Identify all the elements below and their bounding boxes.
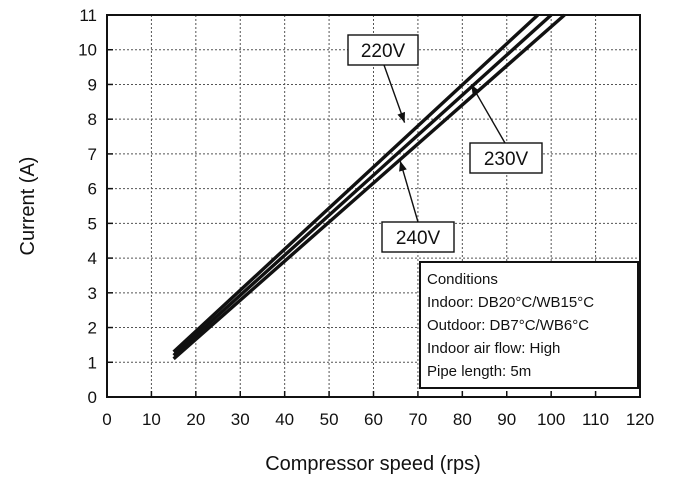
y-tick-label: 11 [79, 6, 97, 25]
callout-arrowhead-220V [397, 111, 405, 123]
x-axis-label: Compressor speed (rps) [265, 453, 481, 475]
conditions-line: Outdoor: DB7°C/WB6°C [427, 317, 589, 334]
x-tick-label: 120 [626, 410, 654, 429]
y-tick-label: 1 [88, 353, 97, 372]
callout-leader-220V [383, 64, 406, 123]
y-tick-label: 7 [88, 145, 97, 164]
callout-leader-240V [399, 160, 419, 223]
y-tick-label: 0 [88, 388, 97, 407]
x-tick-label: 100 [537, 410, 565, 429]
callout-label-240V: 240V [396, 228, 441, 249]
callout-arrowhead-240V [399, 160, 407, 172]
conditions-title: Conditions [427, 271, 498, 288]
x-tick-label: 20 [186, 410, 205, 429]
series-line-230V [172, 13, 553, 357]
x-tick-label: 0 [102, 410, 111, 429]
x-tick-label: 110 [582, 410, 609, 429]
x-tick-label: 90 [497, 410, 516, 429]
y-tick-label: 3 [88, 284, 97, 303]
x-tick-label: 30 [231, 410, 250, 429]
callout-leader-230V [470, 84, 506, 144]
series-lines [172, 13, 566, 361]
x-tick-label: 70 [408, 410, 427, 429]
callout-box-240V [381, 221, 455, 253]
y-tick-label: 9 [88, 75, 97, 94]
callout-label-230V: 230V [484, 149, 529, 170]
y-tick-label: 2 [88, 319, 97, 338]
x-tick-label: 10 [142, 410, 161, 429]
series-line-220V [172, 13, 539, 354]
conditions-line: Indoor: DB20°C/WB15°C [427, 294, 594, 311]
y-tick-label: 4 [88, 249, 97, 268]
callout-box-230V [469, 142, 543, 174]
callout-box-220V [347, 34, 419, 66]
y-tick-label: 10 [78, 41, 97, 60]
x-tick-label: 80 [453, 410, 472, 429]
conditions-box: Conditions Indoor: DB20°C/WB15°C Outdoor: … [419, 261, 639, 389]
conditions-frame [419, 261, 639, 389]
series-line-240V [172, 13, 566, 361]
y-tick-label: 6 [88, 180, 97, 199]
conditions-line: Indoor air flow: High [427, 340, 560, 357]
callout-arrowhead-230V [471, 84, 480, 96]
series-callouts: 220V 230V 240V [347, 34, 543, 253]
y-tick-label: 5 [88, 214, 97, 233]
conditions-line: Pipe length: 5m [427, 363, 531, 380]
y-tick-label: 8 [88, 110, 97, 129]
y-axis-ticks: 0 1 2 3 4 5 6 7 8 9 10 11 [78, 6, 113, 407]
callout-label-220V: 220V [361, 41, 406, 62]
y-axis-label: Current (A) [17, 157, 39, 256]
x-axis-ticks: 0 10 20 30 40 50 60 70 80 90 100 110 120 [102, 391, 654, 429]
x-tick-label: 50 [320, 410, 339, 429]
x-tick-label: 40 [275, 410, 294, 429]
x-tick-label: 60 [364, 410, 383, 429]
